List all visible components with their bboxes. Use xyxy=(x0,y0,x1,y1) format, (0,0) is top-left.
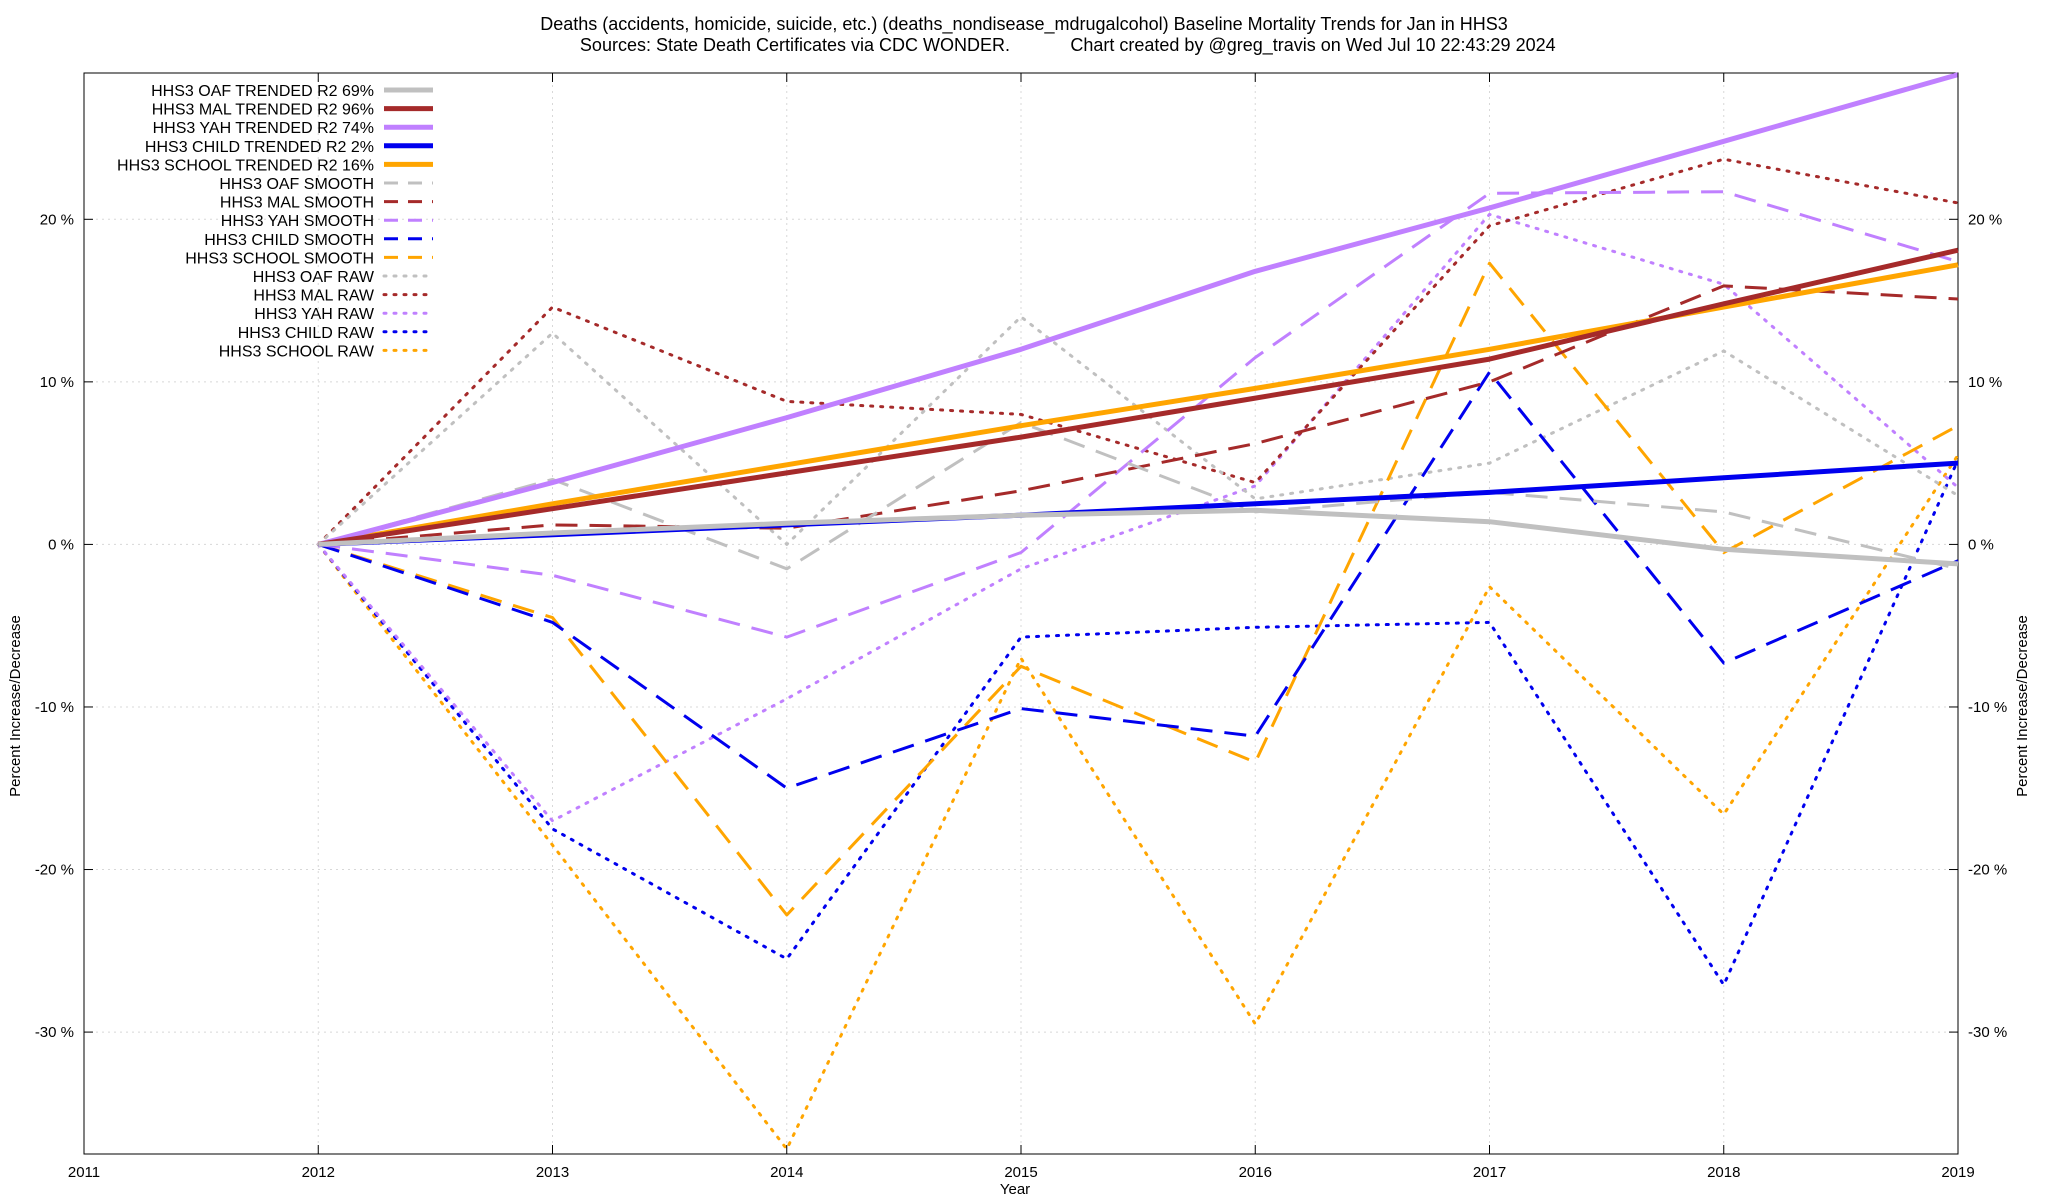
legend-entry-label: HHS3 OAF RAW xyxy=(253,269,375,286)
legend-entry-label: HHS3 MAL RAW xyxy=(253,288,375,305)
series-line-hhs3-yah-trended-r2-74 xyxy=(317,72,1959,547)
legend-entry-label: HHS3 YAH TRENDED R2 74% xyxy=(153,120,374,137)
legend-entry-label: HHS3 CHILD SMOOTH xyxy=(204,232,374,249)
y2-axis-label: Percent Increase/Decrease xyxy=(2014,615,2031,797)
series-line-hhs3-mal-trended-r2-96 xyxy=(317,247,1959,547)
y-tick-label: -20 % xyxy=(35,862,74,879)
legend-entry-label: HHS3 CHILD TRENDED R2 2% xyxy=(145,139,374,156)
legend-entry-label: HHS3 MAL SMOOTH xyxy=(220,195,374,212)
x-axis-label: Year xyxy=(1000,1181,1030,1198)
legend: HHS3 OAF TRENDED R2 69% HHS3 MAL TRENDED … xyxy=(117,83,435,360)
series-layer xyxy=(316,72,1960,1151)
y-tick-label: -10 % xyxy=(35,699,74,716)
legend-entry-label: HHS3 SCHOOL TRENDED R2 16% xyxy=(117,157,374,174)
series-line-hhs3-child-smooth xyxy=(317,370,1959,790)
legend-entry-label: HHS3 OAF SMOOTH xyxy=(219,176,374,193)
y2-tick-label: -30 % xyxy=(1968,1024,2007,1041)
x-tick-label: 2018 xyxy=(1707,1164,1740,1181)
x-tick-label: 2014 xyxy=(770,1164,803,1181)
series-line-hhs3-oaf-trended-r2-69 xyxy=(318,507,1959,567)
x-tick-label: 2016 xyxy=(1239,1164,1272,1181)
legend-entry-label: HHS3 YAH RAW xyxy=(254,306,375,323)
x-tick-label: 2015 xyxy=(1004,1164,1037,1181)
chart-source: Sources: State Death Certificates via CD… xyxy=(580,35,1010,55)
y-tick-label: 20 % xyxy=(40,211,74,228)
x-tick-label: 2017 xyxy=(1473,1164,1506,1181)
legend-entry-label: HHS3 SCHOOL RAW xyxy=(219,343,375,360)
y-tick-label: -30 % xyxy=(35,1024,74,1041)
chart-credit: Chart created by @greg_travis on Wed Jul… xyxy=(1070,35,1555,56)
series-line-hhs3-mal-raw xyxy=(316,157,1960,546)
series-line-hhs3-school-raw xyxy=(316,453,1960,1151)
x-tick-label: 2012 xyxy=(302,1164,335,1181)
y2-tick-label: 20 % xyxy=(1968,211,2002,228)
series-line-hhs3-child-raw xyxy=(316,458,1960,987)
x-tick-label: 2013 xyxy=(536,1164,569,1181)
ticks-layer: 2011 2012 2013 2014 2015 2016 2017 2018 2019 -30 … xyxy=(35,73,2007,1181)
y-tick-label: 10 % xyxy=(40,374,74,391)
y-tick-label: 0 % xyxy=(48,536,74,553)
series-line-hhs3-yah-smooth xyxy=(318,190,1959,639)
series-line-hhs3-oaf-smooth xyxy=(317,421,1959,571)
legend-entry-label: HHS3 OAF TRENDED R2 69% xyxy=(151,83,374,100)
legend-entry-label: HHS3 MAL TRENDED R2 96% xyxy=(152,102,374,119)
legend-entry-label: HHS3 SCHOOL SMOOTH xyxy=(185,250,374,267)
x-tick-label: 2019 xyxy=(1941,1164,1974,1181)
chart-title: Deaths (accidents, homicide, suicide, et… xyxy=(540,14,1507,35)
x-tick-label: 2011 xyxy=(68,1164,100,1181)
legend-entry-label: HHS3 CHILD RAW xyxy=(238,325,375,342)
y2-tick-label: -10 % xyxy=(1968,699,2007,716)
y2-tick-label: -20 % xyxy=(1968,862,2007,879)
series-line-hhs3-yah-raw xyxy=(316,212,1960,823)
series-line-hhs3-school-smooth xyxy=(317,261,1959,917)
y2-tick-label: 0 % xyxy=(1968,536,1994,553)
y-axis-label: Percent Increase/Decrease xyxy=(7,615,24,797)
y2-tick-label: 10 % xyxy=(1968,374,2002,391)
grid-layer xyxy=(83,73,1959,1154)
legend-entry-label: HHS3 YAH SMOOTH xyxy=(221,213,374,230)
